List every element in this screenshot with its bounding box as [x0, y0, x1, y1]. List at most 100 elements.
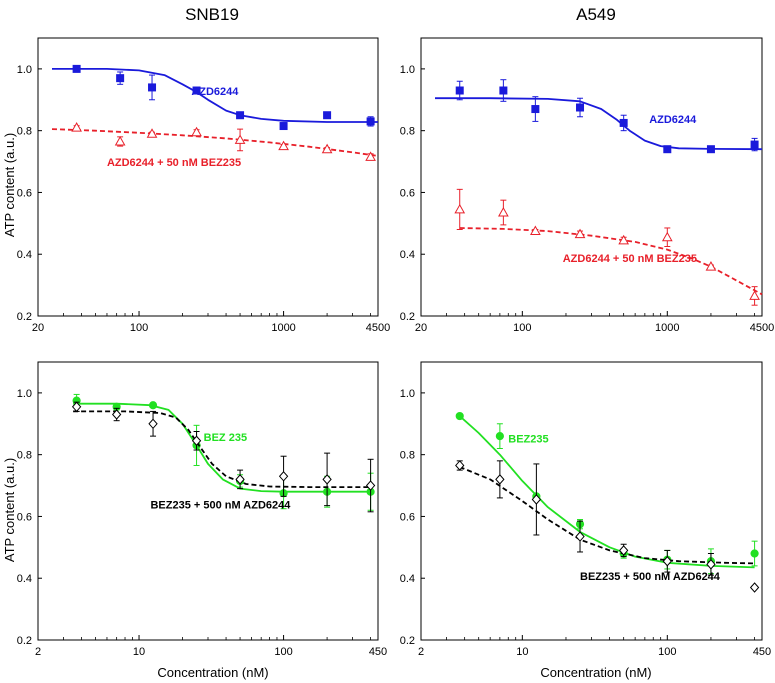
data-point [365, 151, 376, 161]
data-point [235, 474, 245, 485]
series-label-bez235-500-nm-azd6244: BEZ235 + 500 nM AZD6244 [150, 500, 291, 512]
fit-curve-bez235-500-nm-azd6244 [459, 466, 755, 565]
data-point [576, 103, 585, 112]
y-axis-label-bottom: ATP content (a.u.) [2, 458, 17, 562]
y-tick-label: 0.2 [400, 635, 415, 647]
series-bez235-500-nm-azd6244: BEZ235 + 500 nM AZD6244 [71, 401, 376, 513]
x-tick-label: 4500 [750, 322, 774, 334]
plot-frame [37, 37, 379, 317]
x-tick-label: 4500 [366, 322, 390, 334]
x-tick-label: 100 [274, 646, 292, 658]
data-point [455, 411, 464, 421]
data-point [72, 64, 81, 73]
panel-snb19-azd6244: 0.2 0.4 0.6 0.8 1.0 20 100 1000 4500 AZD6244 AZD62… [17, 37, 390, 334]
series-label-azd6244: AZD6244 [191, 86, 239, 98]
y-tick-label: 0.6 [400, 511, 415, 523]
data-point [278, 140, 289, 151]
data-point [71, 401, 82, 413]
column-title-a549: A549 [576, 5, 616, 24]
y-tick-label: 0.6 [17, 511, 32, 523]
data-point [575, 531, 585, 542]
x-tick-label: 1000 [271, 322, 295, 334]
series-azd6244: AZD6244 [435, 79, 763, 154]
data-point [366, 117, 375, 126]
data-point [531, 494, 542, 505]
series-bez235-500-nm-azd6244: BEZ235 + 500 nM AZD6244 [455, 460, 760, 593]
data-point [323, 111, 332, 120]
x-tick-label: 1000 [655, 322, 679, 334]
data-point [148, 83, 157, 92]
data-point [531, 105, 540, 114]
y-tick-label: 0.2 [17, 311, 32, 323]
data-point [530, 225, 541, 236]
x-tick-label: 100 [658, 646, 676, 658]
data-point [574, 228, 586, 239]
y-tick-label: 1.0 [17, 64, 32, 76]
data-point [706, 559, 716, 570]
data-point [661, 231, 673, 242]
series-label-bez235: BEZ235 [508, 433, 548, 445]
data-point [148, 418, 158, 430]
data-point [278, 471, 289, 482]
data-point [495, 474, 505, 485]
data-point [749, 290, 760, 300]
y-tick-label: 0.8 [400, 450, 415, 462]
y-tick-label: 1.0 [17, 388, 32, 400]
data-point [619, 118, 628, 127]
data-point [236, 111, 245, 120]
data-point [750, 140, 759, 149]
y-tick-label: 0.4 [400, 249, 415, 261]
y-tick-label: 1.0 [400, 64, 415, 76]
data-point [71, 122, 82, 132]
fit-curve-azd6244-50-nm-bez235 [51, 128, 379, 157]
data-point [234, 134, 246, 144]
data-point [498, 207, 509, 217]
series-azd6244: AZD6244 [52, 64, 378, 131]
series-label-bez-235: BEZ 235 [204, 432, 247, 444]
y-tick-label: 0.6 [400, 187, 415, 199]
data-point [116, 74, 125, 83]
fit-curve-bez235-500-nm-azd6244 [73, 410, 371, 489]
data-point [148, 401, 158, 410]
column-title-snb19: SNB19 [185, 5, 239, 24]
data-point [455, 86, 464, 95]
fit-curve-bez235 [459, 415, 755, 569]
data-point [495, 432, 504, 441]
data-point [191, 126, 202, 137]
y-tick-label: 0.8 [17, 450, 32, 462]
x-axis-label-right: Concentration (nM) [540, 665, 651, 680]
data-point [191, 435, 202, 447]
data-point [454, 203, 466, 214]
series-label-azd6244-50-nm-bez235: AZD6244 + 50 nM BEZ235 [563, 253, 697, 265]
data-point [618, 545, 629, 556]
data-point [455, 460, 465, 471]
y-tick-label: 0.6 [17, 187, 32, 199]
y-tick-label: 0.4 [400, 573, 415, 585]
x-tick-label: 10 [133, 646, 145, 658]
data-point [662, 555, 672, 567]
x-tick-label: 2 [418, 646, 424, 658]
data-point [321, 143, 333, 154]
data-point [322, 474, 332, 485]
data-point [111, 409, 122, 420]
x-tick-label: 100 [130, 322, 148, 334]
fit-curve-azd6244 [52, 68, 378, 123]
series-label-azd6244-50-nm-bez235: AZD6244 + 50 nM BEZ235 [107, 157, 241, 169]
panel-a549-bez235: 0.2 0.4 0.6 0.8 1.0 2 10 100 450 BEZ235 BEZ235 + 5… [400, 361, 771, 658]
x-tick-label: 10 [516, 646, 528, 658]
x-tick-label: 2 [35, 646, 41, 658]
series-label-azd6244: AZD6244 [649, 114, 697, 126]
data-point [663, 145, 672, 154]
y-tick-label: 0.2 [17, 635, 32, 647]
data-point [706, 145, 715, 154]
data-point [146, 128, 158, 138]
data-point [750, 549, 759, 558]
data-point [618, 234, 630, 245]
data-point [749, 582, 760, 593]
y-tick-label: 0.4 [17, 249, 32, 261]
panel-snb19-bez235: 0.2 0.4 0.6 0.8 1.0 2 10 100 450 BEZ 235 BEZ235 + … [17, 361, 387, 658]
data-point [499, 86, 508, 95]
data-point [705, 261, 717, 271]
data-point [279, 122, 288, 131]
